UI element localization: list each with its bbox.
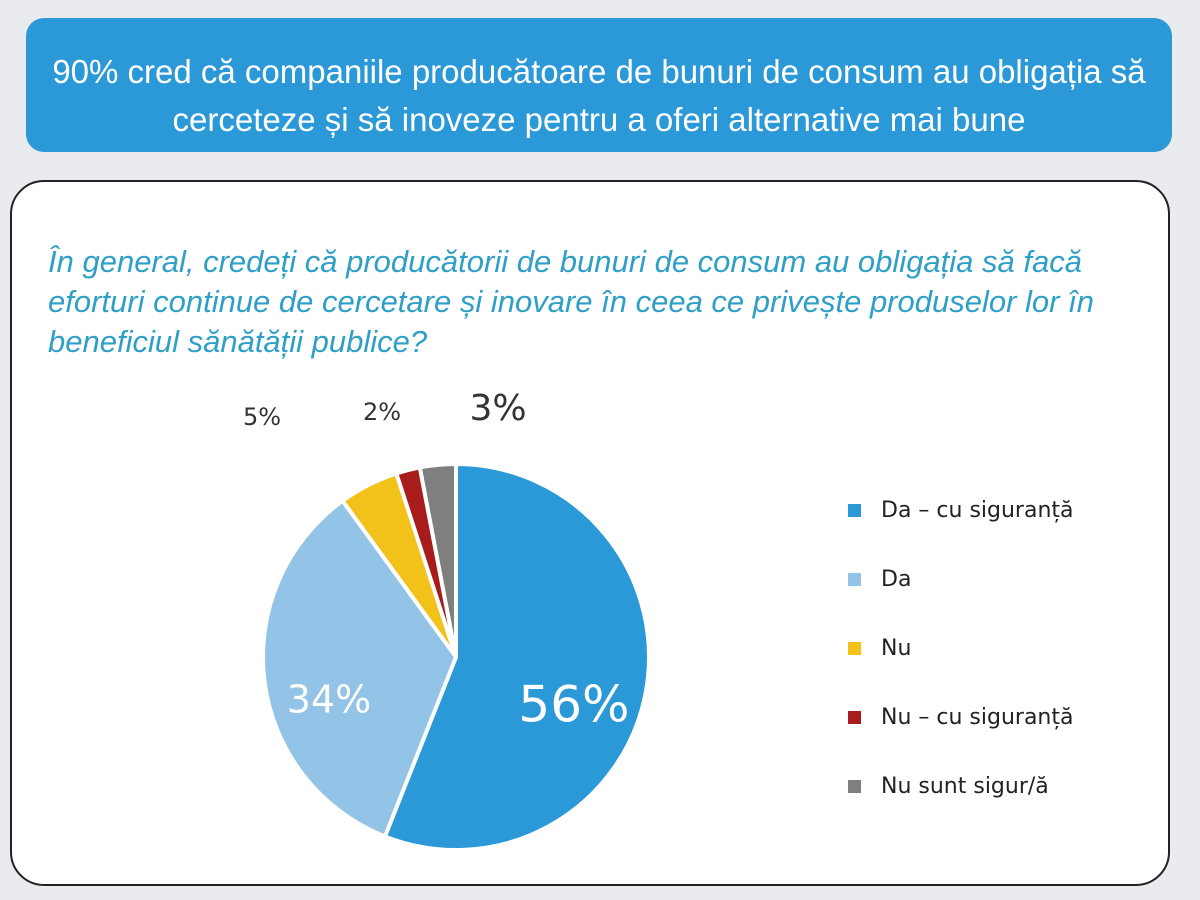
slice-value-label-2: 34% [287,678,371,722]
legend-label: Nu sunt sigur/ă [881,774,1049,799]
slice-value-label-5: 3% [469,388,526,429]
legend-item-3: Nu [848,614,1168,683]
legend-item-4: Nu – cu siguranță [848,683,1168,752]
pie-slice-2 [261,498,458,839]
slice-value-label-3: 5% [243,403,281,431]
legend-swatch [848,642,861,655]
survey-question: În general, credeți că producătorii de b… [48,244,1094,359]
legend-label: Da [881,567,912,592]
legend-swatch [848,780,861,793]
legend-item-5: Nu sunt sigur/ă [848,752,1168,821]
banner-title: 90% cred că companiile producătoare de b… [52,53,1146,138]
legend-swatch [848,573,861,586]
title-banner [26,18,1172,152]
legend-item-2: Da [848,545,1168,614]
legend-swatch [848,711,861,724]
legend-item-1: Da – cu siguranță [848,476,1168,545]
legend-label: Nu [881,636,912,661]
pie-slice-1 [382,462,651,852]
slice-value-label-4: 2% [363,398,401,426]
chart-legend: Da – cu siguranță Da Nu Nu – cu siguranță Nu… [848,476,1168,821]
legend-label: Nu – cu siguranță [881,705,1074,730]
legend-swatch [848,504,861,517]
pie-slice-5 [417,462,458,659]
slice-value-label-1: 56% [518,676,629,734]
legend-label: Da – cu siguranță [881,498,1074,523]
